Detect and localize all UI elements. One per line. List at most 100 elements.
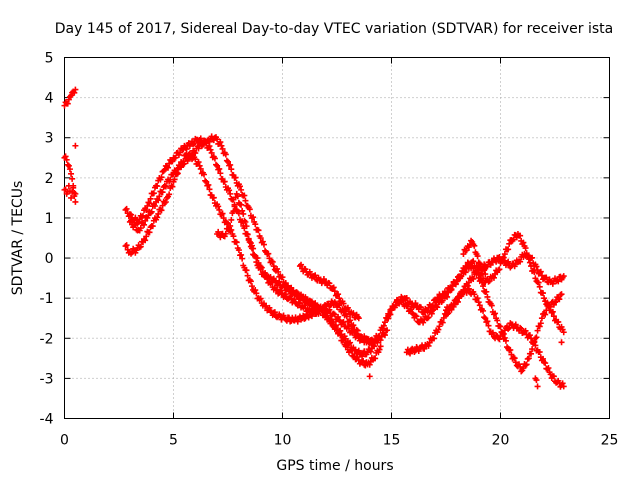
data-point-fill xyxy=(162,183,169,190)
data-point-fill xyxy=(462,269,469,276)
data-point xyxy=(207,146,214,153)
data-point xyxy=(447,285,454,292)
data-point-fill xyxy=(484,293,491,300)
data-point-fill xyxy=(549,308,556,315)
y-tick-label: 2 xyxy=(45,171,54,187)
data-point-fill xyxy=(154,183,161,190)
data-point xyxy=(384,315,391,322)
data-point-fill xyxy=(64,161,71,168)
data-point-fill xyxy=(123,205,130,212)
data-point-fill xyxy=(123,242,130,249)
y-tick-label: 5 xyxy=(45,51,54,67)
data-point-fill xyxy=(146,229,153,236)
data-point-fill xyxy=(211,155,218,162)
data-point-fill xyxy=(541,310,548,317)
data-point-fill xyxy=(279,274,286,281)
data-point-fill xyxy=(248,215,255,222)
data-point-fill xyxy=(505,246,512,253)
data-point-fill xyxy=(281,283,288,290)
data-point-fill xyxy=(534,327,541,334)
data-point-fill xyxy=(354,332,361,339)
data-point-fill xyxy=(511,355,518,362)
data-point-fill xyxy=(322,311,329,318)
y-tick-label: 3 xyxy=(45,131,54,147)
y-tick-label: -2 xyxy=(40,331,54,347)
data-point xyxy=(534,383,541,390)
data-point-fill xyxy=(487,261,494,268)
data-point xyxy=(72,198,79,205)
data-point-fill xyxy=(522,327,529,334)
data-point-fill xyxy=(476,302,483,309)
data-point-fill xyxy=(169,158,176,165)
data-point-fill xyxy=(550,373,557,380)
data-point-fill xyxy=(360,357,367,364)
data-point xyxy=(68,194,75,201)
data-point xyxy=(377,343,384,350)
data-point-fill xyxy=(262,270,269,277)
y-tick-label: 1 xyxy=(45,211,54,227)
data-point-fill xyxy=(71,89,78,96)
data-point-fill xyxy=(271,309,278,316)
data-point-fill xyxy=(167,176,174,183)
data-point-fill xyxy=(424,308,431,315)
data-point-fill xyxy=(528,350,535,357)
data-point xyxy=(482,271,489,278)
data-point-fill xyxy=(222,230,229,237)
data-point-fill xyxy=(448,286,455,293)
data-point-fill xyxy=(470,275,477,282)
data-point-fill xyxy=(335,313,342,320)
data-point-fill xyxy=(238,201,245,208)
data-point-fill xyxy=(139,212,146,219)
data-point-fill xyxy=(407,350,414,357)
data-point-fill xyxy=(214,136,221,143)
data-point-fill xyxy=(158,174,165,181)
data-point xyxy=(187,152,194,159)
data-point-fill xyxy=(536,283,543,290)
data-point-fill xyxy=(548,309,555,316)
data-point-fill xyxy=(245,235,252,242)
data-point-fill xyxy=(372,355,379,362)
data-point xyxy=(480,283,487,290)
data-point-fill xyxy=(64,100,71,107)
x-tick-label: 5 xyxy=(169,433,178,449)
data-point-fill xyxy=(320,276,327,283)
data-point xyxy=(155,210,162,217)
data-point-fill xyxy=(387,311,394,318)
data-point-fill xyxy=(517,324,524,331)
data-point xyxy=(475,299,482,306)
data-point-fill xyxy=(159,189,166,196)
data-point-fill xyxy=(257,265,264,272)
data-point xyxy=(238,186,245,193)
data-point-fill xyxy=(367,348,374,355)
data-point-fill xyxy=(424,315,431,322)
data-point-fill xyxy=(181,160,188,167)
data-point-fill xyxy=(425,342,432,349)
data-point-fill xyxy=(345,325,352,332)
data-point-fill xyxy=(518,325,525,332)
data-point-fill xyxy=(330,284,337,291)
data-point-fill xyxy=(221,178,228,185)
data-point-fill xyxy=(154,214,161,221)
data-point xyxy=(366,373,373,380)
y-tick-label: 0 xyxy=(45,251,54,267)
data-point-fill xyxy=(347,339,354,346)
data-point-fill xyxy=(555,318,562,325)
data-series-arc-c xyxy=(61,182,79,201)
data-point-fill xyxy=(471,242,478,249)
data-point xyxy=(65,182,72,189)
data-point xyxy=(270,263,277,270)
data-point-fill xyxy=(555,278,562,285)
y-tick-label: -1 xyxy=(40,291,54,307)
data-point-fill xyxy=(202,177,209,184)
data-point-fill xyxy=(148,208,155,215)
data-point-fill xyxy=(312,272,319,279)
data-point-fill xyxy=(490,311,497,318)
data-point-fill xyxy=(505,258,512,265)
data-point-fill xyxy=(451,301,458,308)
data-point-fill xyxy=(274,265,281,272)
data-point xyxy=(161,166,168,173)
data-point-fill xyxy=(192,156,199,163)
data-point-fill xyxy=(517,258,524,265)
data-point-fill xyxy=(347,317,354,324)
